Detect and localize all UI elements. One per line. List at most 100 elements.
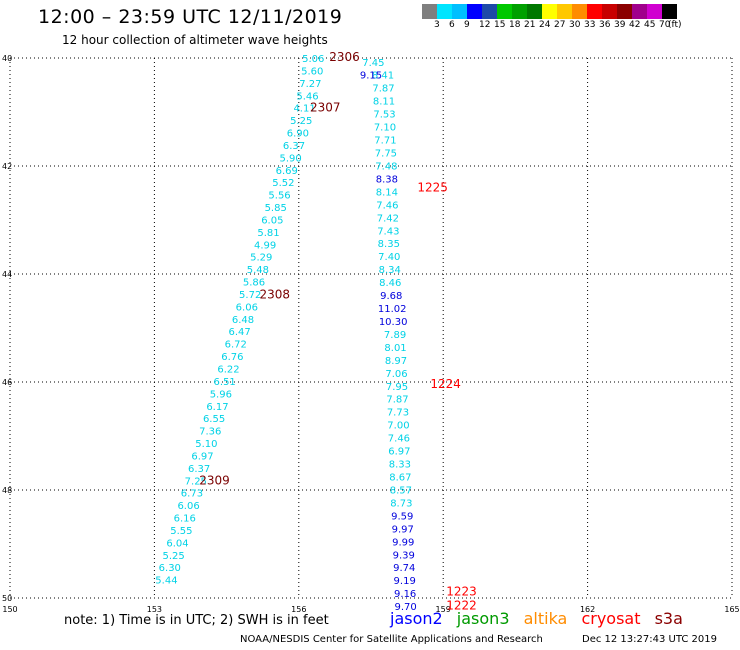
- wave-height-value: 5.55: [170, 526, 192, 537]
- legend-label: 33: [584, 20, 596, 30]
- wave-height-value: 9.59: [391, 511, 413, 522]
- pass-time-label: 1224: [430, 377, 461, 391]
- wave-height-value: 7.42: [377, 213, 399, 224]
- wave-height-value: 6.90: [287, 129, 309, 140]
- wave-height-value: 7.43: [377, 226, 399, 237]
- footer-timestamp: Dec 12 13:27:43 UTC 2019: [582, 634, 717, 645]
- wave-height-value: 6.72: [225, 340, 247, 351]
- pass-time-label: 1225: [417, 181, 448, 195]
- wave-height-value: 8.41: [372, 71, 394, 82]
- legend-label: 39: [614, 20, 626, 30]
- wave-height-value: 5.72: [239, 290, 261, 301]
- wave-height-value: 8.14: [376, 187, 398, 198]
- legend-label: 27: [554, 20, 566, 30]
- legend-swatch: [572, 4, 587, 19]
- wave-height-value: 7.27: [299, 79, 321, 90]
- legend-label: 3: [434, 20, 440, 30]
- lon-tick-label: 156: [291, 605, 306, 614]
- wave-height-value: 6.51: [214, 377, 236, 388]
- wave-height-value: 7.53: [373, 110, 395, 121]
- legend-swatch: [422, 4, 437, 19]
- wave-height-value: 8.35: [378, 239, 400, 250]
- legend-swatch: [662, 4, 677, 19]
- pass-time-label: 2306: [329, 50, 360, 64]
- legend-swatches: [422, 4, 732, 19]
- footer-credit: NOAA/NESDIS Center for Satellite Applica…: [240, 634, 543, 645]
- legend-swatch: [527, 4, 542, 19]
- lat-tick-label: 44: [2, 270, 12, 279]
- legend-label: 36: [599, 20, 611, 30]
- wave-height-value: 6.97: [191, 451, 213, 462]
- wave-height-value: 6.37: [188, 464, 210, 475]
- wave-height-value: 5.60: [301, 66, 323, 77]
- wave-height-values: 5.065.607.275.464.115.256.906.375.906.69…: [155, 54, 416, 613]
- wave-height-value: 6.48: [232, 315, 254, 326]
- satellite-cryosat: cryosat: [581, 609, 641, 628]
- wave-height-value: 6.69: [276, 166, 298, 177]
- lon-tick-label: 153: [147, 605, 162, 614]
- wave-height-value: 8.97: [385, 356, 407, 367]
- pass-time-label: 2307: [310, 101, 341, 115]
- legend-label: 45: [644, 20, 656, 30]
- wave-height-value: 8.57: [390, 485, 412, 496]
- map-grid: [9, 57, 733, 599]
- wave-height-value: 5.52: [272, 178, 294, 189]
- wave-height-value: 8.11: [373, 97, 395, 108]
- lat-tick-label: 50: [2, 594, 12, 603]
- lat-tick-label: 42: [2, 162, 12, 171]
- wave-height-value: 7.89: [384, 330, 406, 341]
- lon-tick-label: 150: [2, 605, 17, 614]
- wave-height-value: 7.73: [387, 408, 409, 419]
- wave-height-value: 6.06: [177, 501, 199, 512]
- lon-tick-label: 159: [436, 605, 451, 614]
- wave-height-value: 8.33: [389, 460, 411, 471]
- wave-height-value: 5.86: [243, 278, 265, 289]
- wave-height-value: 6.05: [261, 215, 283, 226]
- legend-label: 9: [464, 20, 470, 30]
- wave-height-value: 10.30: [379, 317, 408, 328]
- footer: NOAA/NESDIS Center for Satellite Applica…: [240, 634, 717, 645]
- wave-height-value: 5.96: [210, 389, 232, 400]
- wave-height-value: 5.46: [296, 91, 318, 102]
- wave-height-value: 9.68: [380, 291, 402, 302]
- legend-label: 42: [629, 20, 641, 30]
- wave-height-value: 6.55: [203, 414, 225, 425]
- legend-label: 12: [479, 20, 491, 30]
- satellite-jason2: jason2: [390, 609, 443, 628]
- wave-height-value: 8.38: [376, 174, 398, 185]
- wave-height-value: 7.25: [185, 476, 207, 487]
- wave-height-value: 5.25: [290, 116, 312, 127]
- legend-swatch: [467, 4, 482, 19]
- legend-swatch: [617, 4, 632, 19]
- axis-labels: 40 42 44 46 48 50 150 153 156 159 162 165: [2, 54, 740, 614]
- legend-label: 21: [524, 20, 536, 30]
- wave-height-value: 7.87: [372, 84, 394, 95]
- wave-height-value: 9.39: [393, 550, 415, 561]
- satellite-s3a: s3a: [654, 609, 683, 628]
- wave-height-value: 6.97: [388, 447, 410, 458]
- wave-height-value: 7.45: [362, 58, 384, 69]
- wave-height-value: 4.99: [254, 240, 276, 251]
- wave-height-value: 7.48: [375, 161, 397, 172]
- wave-height-value: 9.97: [392, 524, 414, 535]
- wave-height-value: 5.48: [247, 265, 269, 276]
- legend-swatch: [587, 4, 602, 19]
- note-text: note: 1) Time is in UTC; 2) SWH is in fe…: [64, 613, 329, 628]
- color-legend: 3 6 9 12 15 18 21 24 27 30 33 36 39 42 45 70 (ft): [422, 4, 732, 33]
- wave-height-value: 9.74: [393, 563, 415, 574]
- wave-height-value: 7.46: [376, 200, 398, 211]
- wave-height-value: 5.06: [302, 54, 324, 65]
- wave-height-value: 8.67: [389, 473, 411, 484]
- pass-time-label: 1222: [446, 599, 477, 613]
- wave-height-value: 7.06: [385, 369, 407, 380]
- wave-height-value: 5.81: [257, 228, 279, 239]
- wave-height-value: 7.00: [387, 421, 409, 432]
- legend-label: 6: [449, 20, 455, 30]
- wave-height-value: 5.29: [250, 253, 272, 264]
- wave-height-value: 5.85: [265, 203, 287, 214]
- lat-tick-label: 46: [2, 378, 12, 387]
- legend-swatch: [482, 4, 497, 19]
- wave-height-value: 8.01: [384, 343, 406, 354]
- page-subtitle: 12 hour collection of altimeter wave hei…: [62, 33, 328, 47]
- wave-height-value: 5.10: [195, 439, 217, 450]
